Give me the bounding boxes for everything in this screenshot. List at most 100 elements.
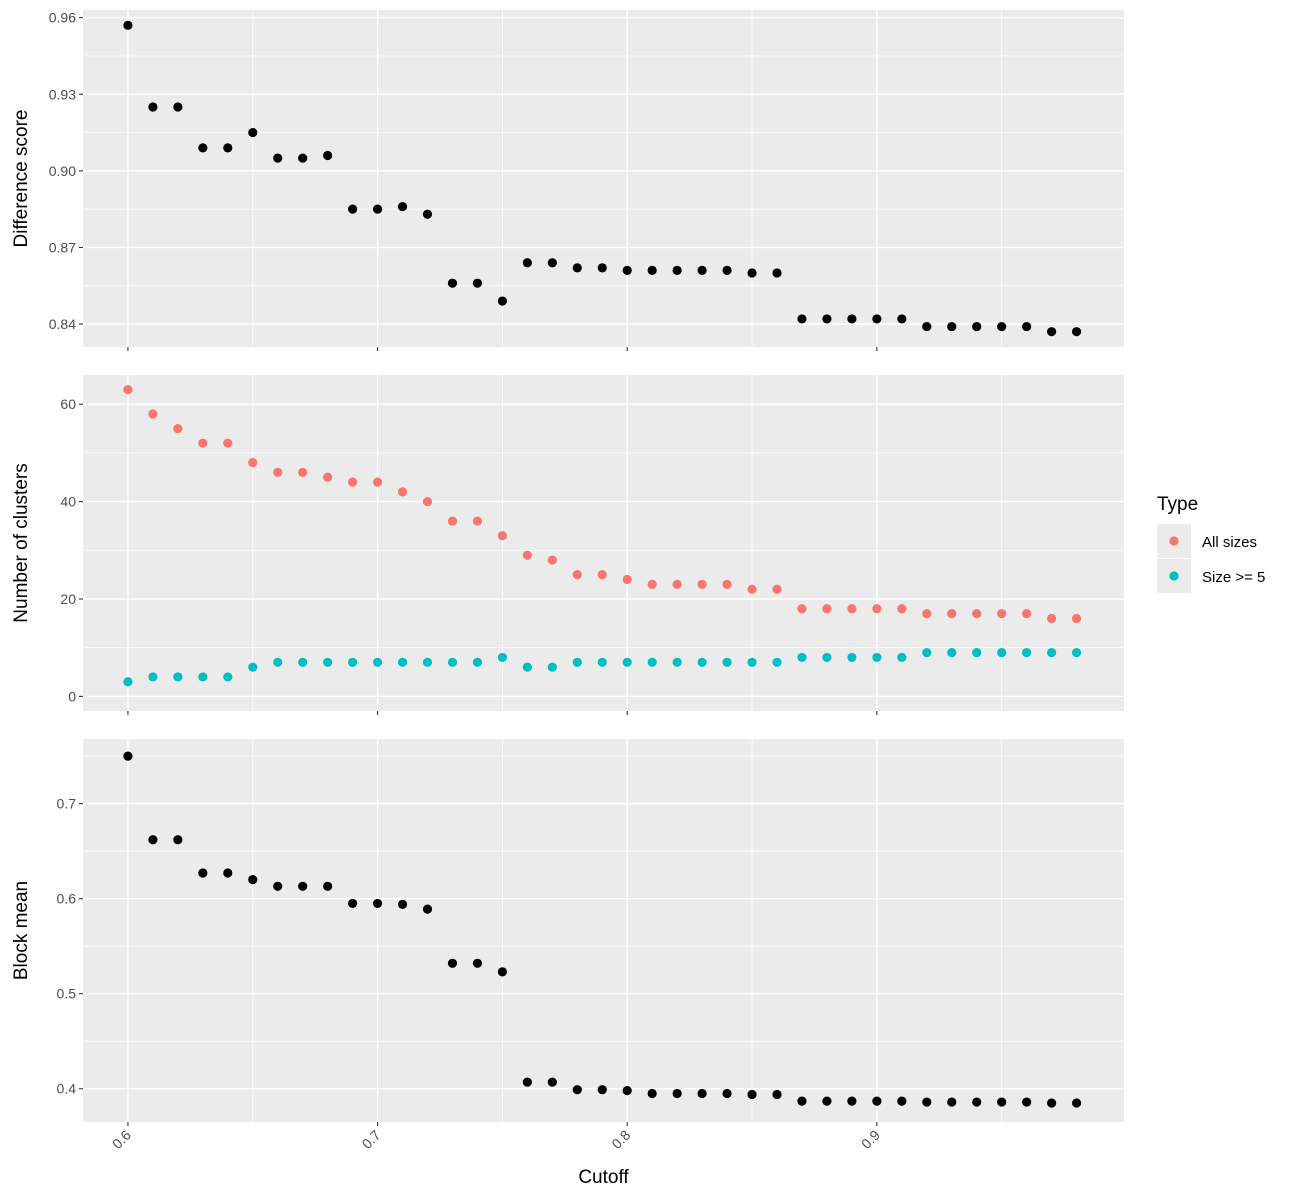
data-point (223, 672, 233, 682)
data-point (747, 268, 757, 278)
x-tick-label: 0.9 (858, 1127, 883, 1152)
data-point (547, 258, 557, 268)
data-point (348, 657, 358, 667)
data-point (547, 662, 557, 672)
data-point (647, 1088, 657, 1099)
data-point (772, 584, 782, 594)
data-point (273, 467, 283, 477)
data-point (997, 647, 1007, 658)
data-point (298, 657, 308, 667)
data-point (1022, 1097, 1032, 1107)
data-point (872, 604, 882, 614)
x-tick-label: 0.8 (608, 1127, 633, 1152)
data-point (173, 672, 183, 682)
panel-background (83, 739, 1124, 1122)
data-point (972, 1097, 982, 1107)
data-point (722, 657, 732, 667)
data-point (223, 868, 233, 878)
data-point (997, 1097, 1007, 1107)
data-point (323, 472, 333, 482)
series-points (123, 20, 1082, 337)
data-point (797, 314, 807, 324)
data-point (248, 458, 258, 468)
data-point (447, 657, 458, 667)
panel-number-of-clusters: 0 20 40 60 Number of clusters (11, 375, 1124, 715)
data-point (547, 555, 557, 565)
data-point (572, 657, 582, 667)
data-point (647, 657, 657, 667)
data-point (947, 321, 957, 332)
data-point (522, 662, 532, 672)
legend-label: All sizes (1202, 534, 1257, 551)
data-point (697, 265, 707, 276)
data-point (372, 898, 383, 909)
series-all-sizes (123, 385, 1082, 624)
data-point (223, 143, 233, 153)
y-tick-label: 0.5 (57, 986, 77, 1002)
y-tick-label: 20 (60, 591, 76, 607)
data-point (447, 516, 458, 526)
y-tick-label: 0.84 (49, 316, 76, 332)
data-point (422, 657, 433, 667)
legend-item: All sizes (1157, 524, 1257, 558)
data-point (148, 672, 158, 682)
data-point (622, 574, 632, 585)
data-point (497, 531, 507, 541)
data-point (148, 835, 158, 845)
data-point (1047, 327, 1057, 337)
data-point (1071, 647, 1082, 658)
data-point (323, 657, 333, 667)
data-point (173, 423, 183, 434)
data-point (572, 1085, 582, 1095)
data-point (173, 835, 183, 845)
legend: Type All sizes Size >= 5 (1157, 494, 1265, 593)
data-point (372, 204, 383, 214)
data-point (397, 899, 408, 909)
data-point (397, 487, 408, 497)
y-tick-label: 0.6 (57, 891, 77, 907)
data-point (472, 958, 483, 968)
data-point (747, 657, 757, 667)
data-point (248, 127, 258, 138)
data-point (123, 677, 133, 687)
data-point (847, 652, 857, 663)
data-point (1022, 321, 1032, 332)
data-point (148, 102, 158, 112)
data-point (847, 604, 857, 614)
data-point (972, 609, 982, 619)
data-point (298, 881, 308, 891)
data-point (822, 652, 832, 663)
data-point (572, 263, 582, 273)
data-point (1047, 647, 1057, 658)
data-point (497, 296, 507, 306)
data-point (497, 652, 507, 663)
data-point (248, 662, 258, 672)
data-point (922, 321, 932, 332)
data-point (372, 657, 383, 667)
data-point (1022, 647, 1032, 658)
legend-title: Type (1157, 494, 1198, 515)
data-point (672, 265, 682, 276)
data-point (522, 550, 532, 560)
y-tick-label: 60 (60, 396, 76, 412)
y-tick-label: 0.87 (49, 239, 76, 255)
data-point (422, 904, 433, 914)
data-point (273, 153, 283, 163)
data-point (1071, 613, 1082, 624)
data-point (822, 1096, 832, 1106)
legend-key-point (1169, 536, 1179, 546)
data-point (872, 314, 882, 324)
data-point (722, 265, 732, 276)
data-point (1071, 327, 1082, 337)
data-point (198, 868, 208, 878)
data-point (872, 1096, 882, 1106)
data-point (348, 204, 358, 214)
data-point (348, 898, 358, 909)
data-point (897, 604, 907, 614)
data-point (597, 657, 607, 667)
data-point (223, 438, 233, 448)
data-point (672, 579, 682, 589)
data-point (422, 497, 433, 507)
data-point (148, 409, 158, 419)
